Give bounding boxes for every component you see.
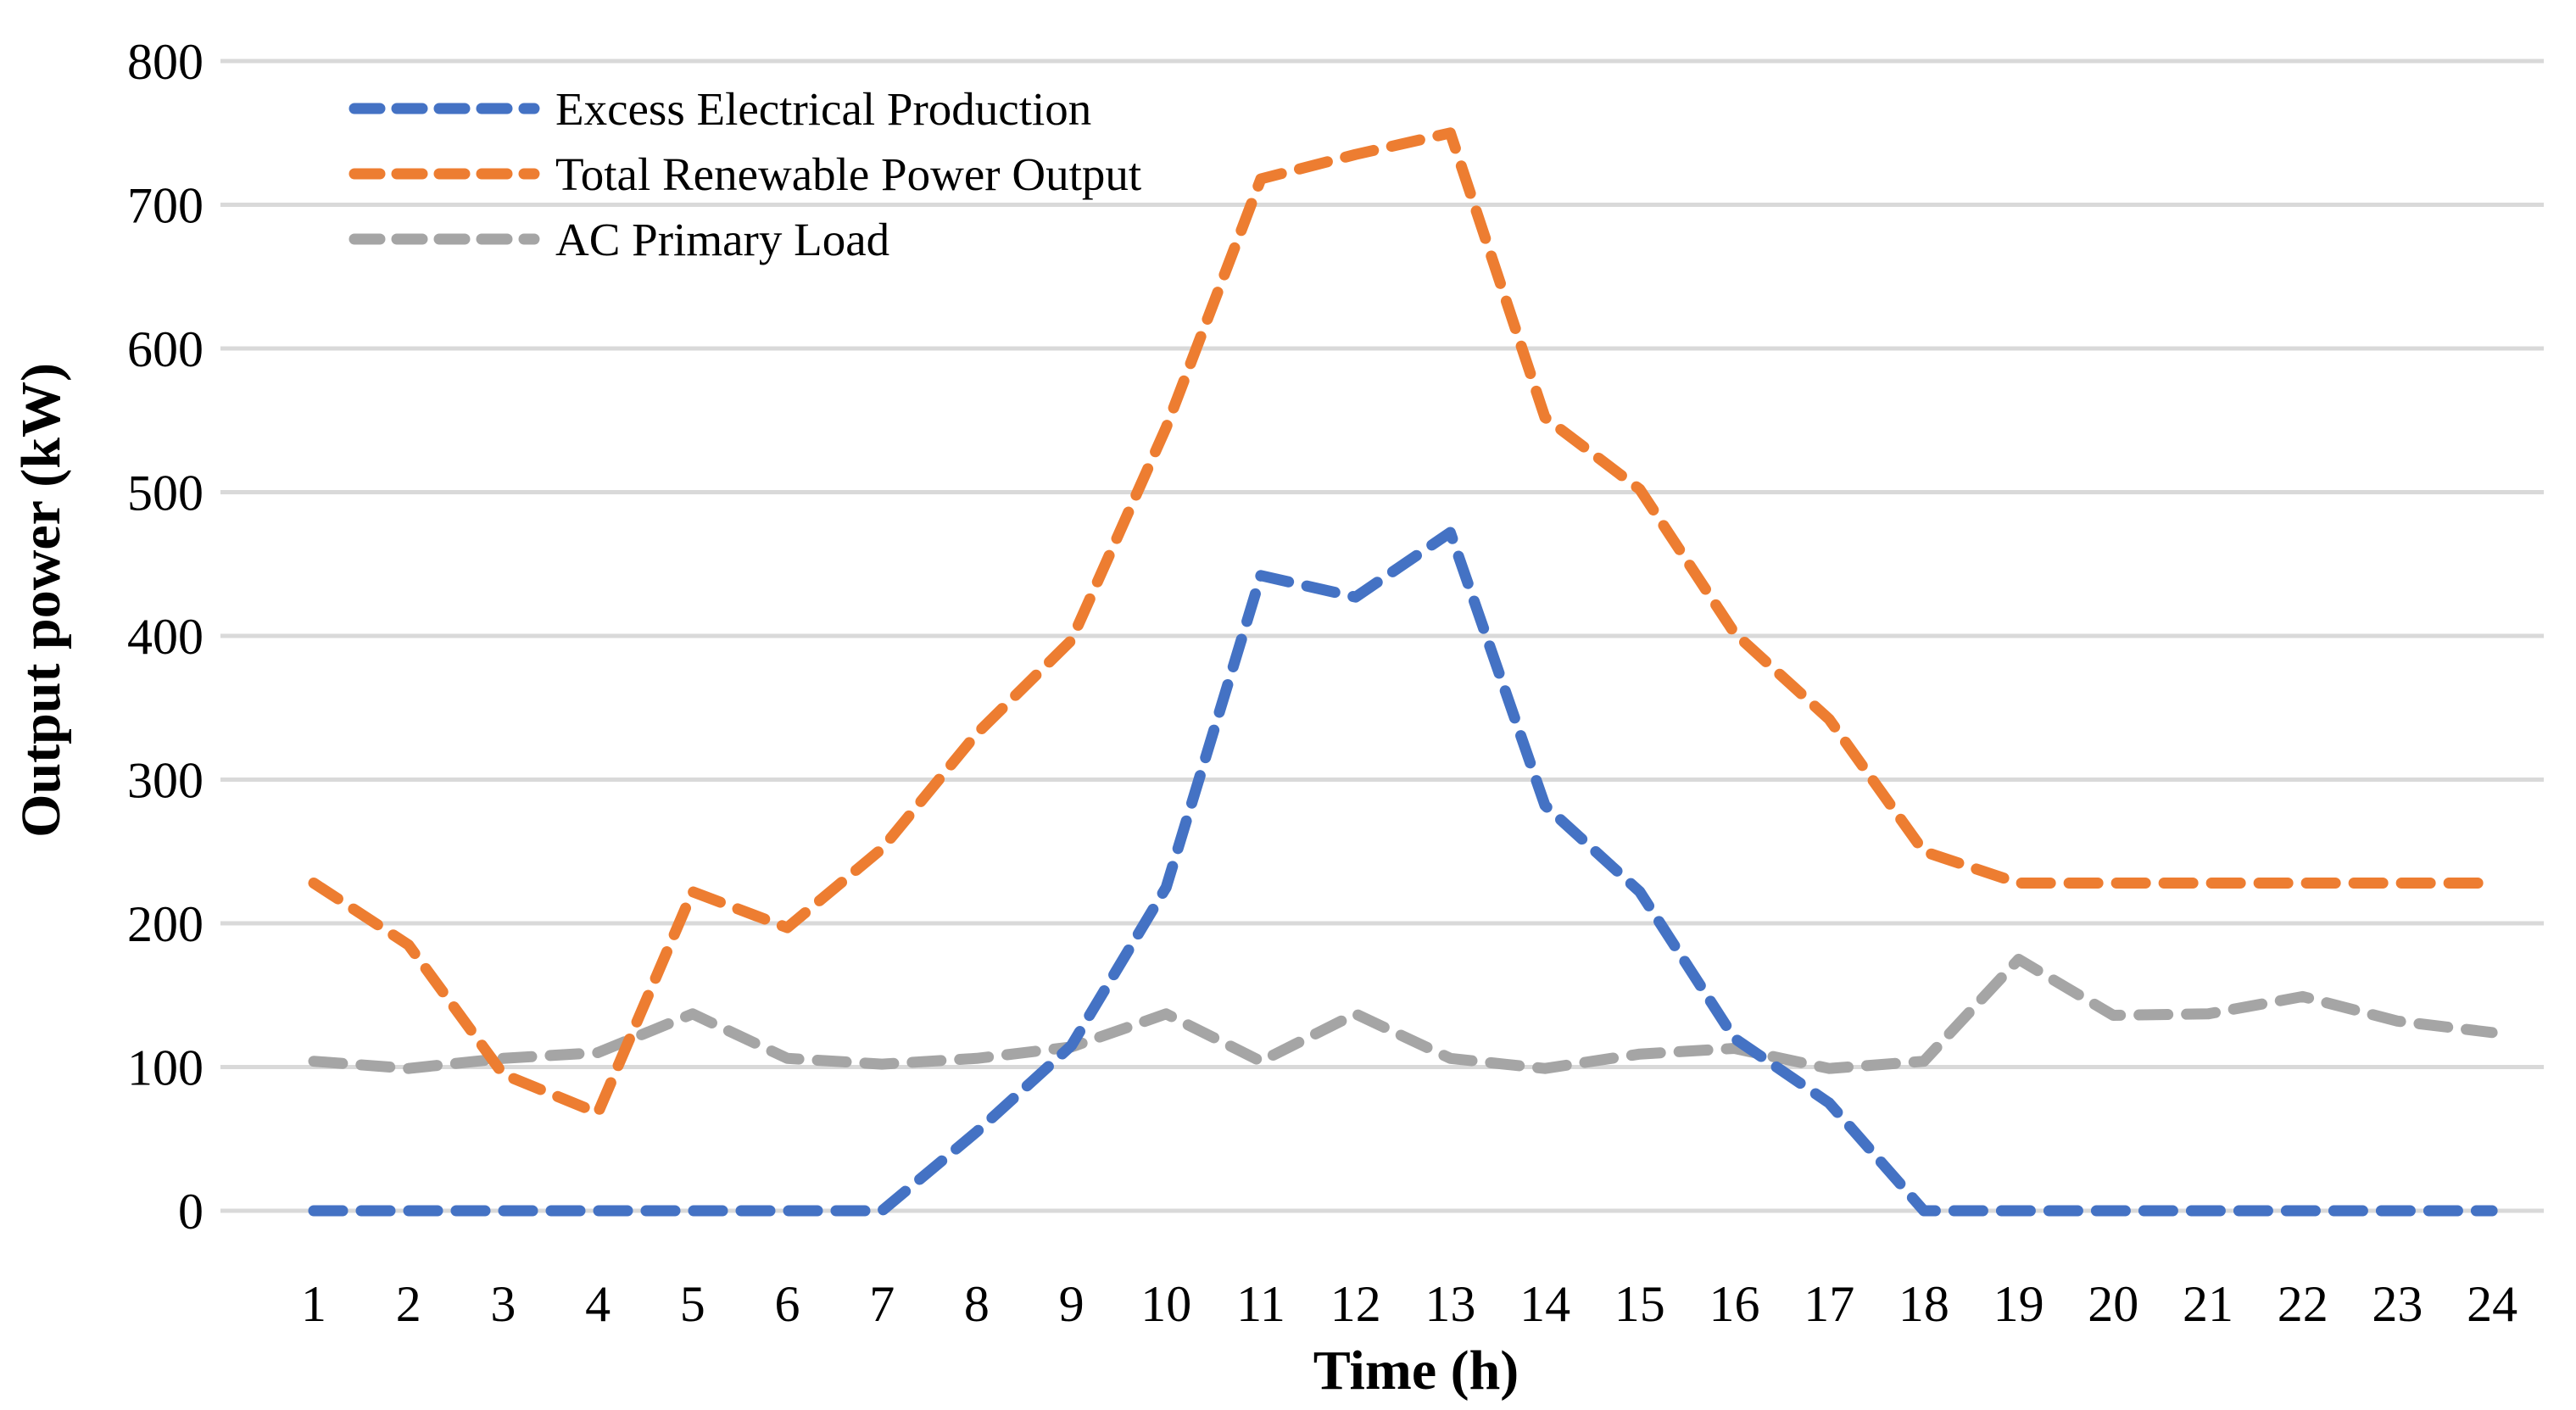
- x-axis-title: Time (h): [1313, 1340, 1519, 1402]
- y-tick-label: 700: [127, 178, 204, 234]
- x-tick-label: 1: [301, 1276, 326, 1332]
- x-tick-label: 14: [1519, 1276, 1570, 1332]
- y-tick-label: 400: [127, 609, 204, 665]
- y-tick-label: 0: [178, 1184, 204, 1240]
- y-axis-title: Output power (kW): [10, 363, 72, 838]
- x-tick-label: 15: [1614, 1276, 1665, 1332]
- x-tick-label: 3: [490, 1276, 516, 1332]
- y-tick-label: 200: [127, 896, 204, 952]
- x-axis-tick-labels: 1 2 3 4 5 6 7 8 9 10 11 12 13 14 15 16 17 18 19 20 21 22 23 24: [301, 1276, 2517, 1332]
- legend-label-excess-electrical-production: Excess Electrical Production: [555, 83, 1091, 135]
- x-tick-label: 19: [1993, 1276, 2044, 1332]
- series-line-total-renewable-power-output: [308, 127, 2498, 1119]
- x-tick-label: 18: [1899, 1276, 1949, 1332]
- x-tick-label: 20: [2088, 1276, 2138, 1332]
- x-tick-label: 4: [585, 1276, 611, 1332]
- x-tick-label: 8: [964, 1276, 990, 1332]
- series-line-excess-electrical-production: [308, 527, 2498, 1217]
- x-tick-label: 22: [2278, 1276, 2328, 1332]
- y-tick-label: 100: [127, 1040, 204, 1096]
- series-lines: [308, 127, 2498, 1217]
- x-tick-label: 2: [396, 1276, 421, 1332]
- legend-label-ac-primary-load: AC Primary Load: [555, 214, 889, 265]
- x-tick-label: 7: [869, 1276, 895, 1332]
- x-tick-label: 9: [1059, 1276, 1084, 1332]
- x-tick-label: 24: [2467, 1276, 2517, 1332]
- x-tick-label: 13: [1425, 1276, 1475, 1332]
- y-tick-label: 600: [127, 321, 204, 377]
- legend: Excess Electrical Production Total Renewa…: [348, 83, 1141, 265]
- gridlines: [220, 59, 2544, 1213]
- x-tick-label: 5: [680, 1276, 705, 1332]
- legend-label-total-renewable-power-output: Total Renewable Power Output: [555, 148, 1141, 200]
- x-tick-label: 21: [2183, 1276, 2233, 1332]
- x-tick-label: 6: [775, 1276, 800, 1332]
- x-tick-label: 10: [1140, 1276, 1191, 1332]
- series-line-ac-primary-load: [308, 953, 2498, 1074]
- x-tick-label: 16: [1709, 1276, 1760, 1332]
- y-axis-tick-labels: 0 100 200 300 400 500 600 700 800: [127, 34, 204, 1240]
- y-tick-label: 300: [127, 753, 204, 809]
- x-tick-label: 23: [2372, 1276, 2423, 1332]
- y-tick-label: 500: [127, 465, 204, 521]
- y-tick-label: 800: [127, 34, 204, 90]
- x-tick-label: 11: [1236, 1276, 1285, 1332]
- x-tick-label: 17: [1804, 1276, 1854, 1332]
- x-tick-label: 12: [1330, 1276, 1381, 1332]
